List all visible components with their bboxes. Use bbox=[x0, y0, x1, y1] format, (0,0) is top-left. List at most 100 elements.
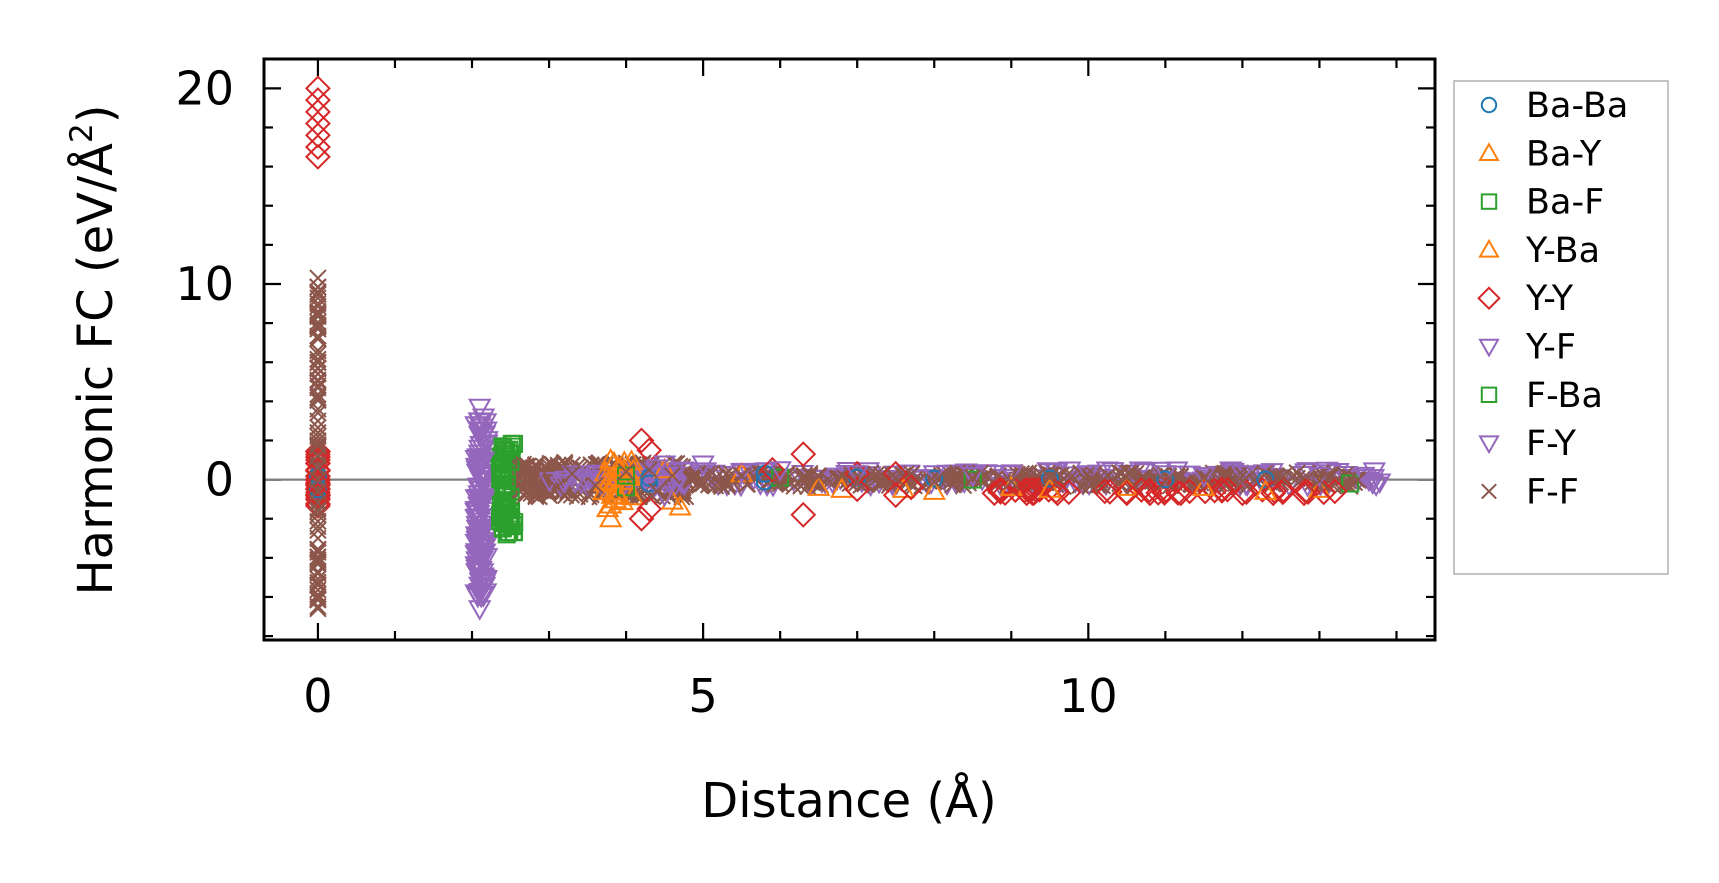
point-f-y bbox=[471, 490, 496, 512]
legend-label: Y-Ba bbox=[1525, 231, 1600, 271]
point-y-y bbox=[987, 479, 1014, 505]
point-f-f bbox=[1349, 471, 1367, 489]
point-y-f bbox=[845, 465, 869, 486]
point-f-f bbox=[309, 372, 327, 391]
point-y-y bbox=[1145, 479, 1172, 506]
point-f-f bbox=[309, 269, 327, 287]
point-y-y bbox=[1091, 478, 1118, 505]
point-f-ba bbox=[497, 441, 516, 460]
point-f-f bbox=[1171, 467, 1190, 486]
point-f-ba bbox=[497, 476, 516, 495]
point-f-f bbox=[309, 431, 327, 450]
point-f-f bbox=[309, 278, 327, 296]
point-ba-y bbox=[598, 493, 623, 514]
point-y-y bbox=[305, 143, 331, 170]
point-y-f bbox=[467, 535, 492, 557]
point-ba-y bbox=[806, 475, 831, 496]
legend-marker-f-ba bbox=[1480, 386, 1498, 404]
point-y-y bbox=[759, 456, 786, 483]
point-f-f bbox=[309, 345, 327, 363]
point-ba-y bbox=[652, 457, 677, 479]
legend-marker-ba-y bbox=[1478, 142, 1500, 162]
point-y-f bbox=[999, 465, 1024, 486]
x-tick-labels: 0 5 10 bbox=[303, 669, 1117, 723]
major-ticks bbox=[264, 59, 1435, 640]
point-y-y bbox=[1260, 480, 1287, 507]
point-f-f bbox=[309, 548, 327, 566]
point-ba-y bbox=[598, 506, 623, 528]
point-f-f bbox=[648, 482, 666, 501]
point-f-f bbox=[848, 473, 866, 492]
point-f-f bbox=[964, 468, 982, 487]
point-ba-f bbox=[771, 468, 790, 487]
point-y-y bbox=[1044, 480, 1071, 507]
point-y-y bbox=[1128, 477, 1155, 503]
point-y-f bbox=[467, 508, 492, 529]
point-y-f bbox=[1076, 465, 1101, 486]
point-ba-y bbox=[922, 479, 946, 500]
legend-marker-f-y bbox=[1478, 435, 1500, 455]
point-f-f bbox=[563, 465, 581, 483]
point-ba-f bbox=[501, 488, 520, 507]
series-f-ba bbox=[497, 441, 516, 544]
point-f-f bbox=[309, 599, 327, 618]
point-y-f bbox=[467, 521, 492, 543]
point-y-f bbox=[467, 494, 492, 516]
legend-marker-f-f bbox=[1481, 483, 1497, 500]
point-f-y bbox=[961, 467, 985, 488]
point-f-f bbox=[1079, 472, 1098, 491]
point-y-y bbox=[1019, 476, 1045, 503]
point-f-f bbox=[309, 573, 327, 592]
point-ba-ba bbox=[1040, 469, 1059, 488]
legend-item-f-f: F-F bbox=[1481, 472, 1579, 512]
point-y-f bbox=[467, 467, 492, 488]
point-f-f bbox=[1272, 468, 1290, 487]
point-y-y bbox=[790, 501, 817, 528]
legend-item-ba-ba: Ba-Ba bbox=[1480, 86, 1628, 126]
point-y-y bbox=[1208, 476, 1235, 503]
point-y-y bbox=[1201, 477, 1228, 504]
point-y-y bbox=[844, 476, 871, 503]
point-y-y bbox=[1136, 477, 1163, 504]
point-ba-f bbox=[501, 452, 520, 471]
legend-label: Y-F bbox=[1525, 328, 1576, 368]
point-f-f bbox=[732, 466, 751, 485]
point-f-f bbox=[309, 570, 327, 588]
point-y-f bbox=[768, 461, 792, 482]
point-y-f bbox=[537, 472, 562, 493]
point-y-ba bbox=[606, 483, 631, 504]
point-y-f bbox=[467, 600, 492, 621]
point-f-f bbox=[809, 467, 828, 486]
y-tick-label: 10 bbox=[175, 257, 234, 311]
y-axis-label-main: Harmonic FC (eV/Å bbox=[67, 143, 124, 596]
point-f-f bbox=[309, 427, 327, 446]
point-y-f bbox=[569, 473, 594, 495]
point-f-f bbox=[880, 476, 899, 495]
point-y-f bbox=[922, 465, 946, 486]
point-f-f bbox=[1041, 468, 1059, 487]
legend-marker-ba-ba bbox=[1480, 96, 1498, 114]
point-y-f bbox=[467, 439, 492, 461]
point-f-f bbox=[309, 591, 327, 609]
point-f-f bbox=[1310, 471, 1329, 490]
point-y-y bbox=[1014, 476, 1041, 503]
point-f-f bbox=[309, 385, 327, 404]
point-ba-f bbox=[1341, 474, 1360, 493]
point-y-f bbox=[467, 398, 492, 420]
point-f-f bbox=[309, 502, 327, 520]
plot-frame bbox=[262, 57, 1437, 642]
point-y-f bbox=[552, 473, 576, 495]
point-f-f bbox=[841, 474, 859, 493]
point-f-f bbox=[1156, 472, 1175, 491]
legend-label: Y-Y bbox=[1525, 279, 1574, 319]
point-ba-f bbox=[493, 519, 512, 538]
point-y-y bbox=[305, 456, 331, 483]
legend: Ba-Ba Ba-Y Ba-F Y-Ba Y-Y Y-F F-Ba F-Y F-F bbox=[1453, 80, 1669, 575]
point-ba-y bbox=[668, 494, 692, 516]
point-y-y bbox=[1269, 479, 1296, 506]
point-ba-ba bbox=[1256, 470, 1275, 489]
point-f-f bbox=[309, 359, 327, 377]
point-f-f bbox=[1002, 472, 1020, 491]
band-f-f bbox=[309, 278, 327, 616]
point-f-f bbox=[309, 418, 327, 437]
